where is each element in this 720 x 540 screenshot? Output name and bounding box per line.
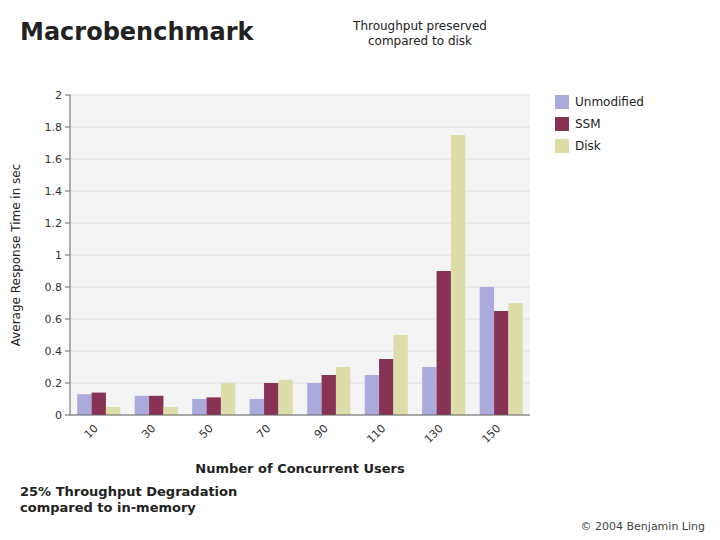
bar — [379, 359, 393, 415]
tick-label: 0.2 — [45, 377, 63, 390]
tick-label: 0.8 — [45, 281, 63, 294]
bar — [451, 135, 465, 415]
tick-label: 0.6 — [45, 313, 63, 326]
tick-label: 150 — [479, 422, 503, 446]
bars — [77, 135, 523, 415]
tick-label: 130 — [422, 422, 446, 446]
y-axis — [70, 95, 71, 415]
bar — [163, 407, 177, 415]
annotation: 25% Throughput Degradationcompared to in… — [20, 484, 237, 515]
bar — [278, 380, 292, 415]
tick-label: 1.8 — [45, 121, 63, 134]
legend-label: SSM — [575, 117, 601, 131]
annotation: Throughput preservedcompared to disk — [352, 19, 487, 48]
tick-label: 1 — [55, 249, 62, 262]
tick-label: 1.4 — [45, 185, 63, 198]
bar — [508, 303, 522, 415]
tick — [65, 159, 70, 160]
tick-label: 110 — [364, 422, 388, 446]
tick — [65, 319, 70, 320]
tick — [65, 95, 70, 96]
grid-line — [70, 127, 530, 128]
tick-label: 50 — [197, 422, 216, 441]
tick-label: 1.6 — [45, 153, 63, 166]
tick-label: 30 — [139, 422, 158, 441]
bar — [365, 375, 379, 415]
grid-line — [70, 95, 530, 96]
tick — [65, 255, 70, 256]
bar — [422, 367, 436, 415]
bar — [264, 383, 278, 415]
bar — [393, 335, 407, 415]
bar — [494, 311, 508, 415]
tick-label: 2 — [55, 89, 62, 102]
chart: Macrobenchmark Throughput preservedcompar… — [0, 0, 720, 540]
x-axis-label: Number of Concurrent Users — [195, 461, 405, 476]
tick-label: 90 — [312, 422, 331, 441]
bar — [250, 399, 264, 415]
copyright: © 2004 Benjamin Ling — [581, 520, 705, 533]
tick-label: 0 — [55, 409, 62, 422]
bar — [192, 399, 206, 415]
legend: Unmodified SSM Disk — [555, 95, 644, 153]
tick — [65, 223, 70, 224]
bar — [221, 383, 235, 415]
bar — [437, 271, 451, 415]
grid-line — [70, 415, 530, 416]
bar — [480, 287, 494, 415]
tick — [65, 351, 70, 352]
legend-label: Disk — [575, 139, 601, 153]
bar — [336, 367, 350, 415]
title: Macrobenchmark — [20, 18, 255, 46]
tick — [65, 383, 70, 384]
tick — [65, 415, 70, 416]
tick — [65, 287, 70, 288]
x-axis — [70, 415, 530, 416]
tick-label: 10 — [82, 422, 101, 441]
bar — [322, 375, 336, 415]
legend-label: Unmodified — [575, 95, 644, 109]
legend-swatch — [555, 95, 569, 109]
legend-swatch — [555, 117, 569, 131]
bar — [135, 396, 149, 415]
tick — [65, 127, 70, 128]
tick-label: 70 — [254, 422, 273, 441]
y-axis-label: Average Response Time in sec — [9, 164, 23, 347]
bar — [149, 396, 163, 415]
tick-label: 0.4 — [45, 345, 63, 358]
bar — [92, 393, 106, 415]
bar — [106, 407, 120, 415]
bar — [77, 394, 91, 415]
legend-swatch — [555, 139, 569, 153]
tick — [65, 191, 70, 192]
bar — [307, 383, 321, 415]
plot-area — [70, 95, 530, 415]
tick-label: 1.2 — [45, 217, 63, 230]
bar — [207, 397, 221, 415]
